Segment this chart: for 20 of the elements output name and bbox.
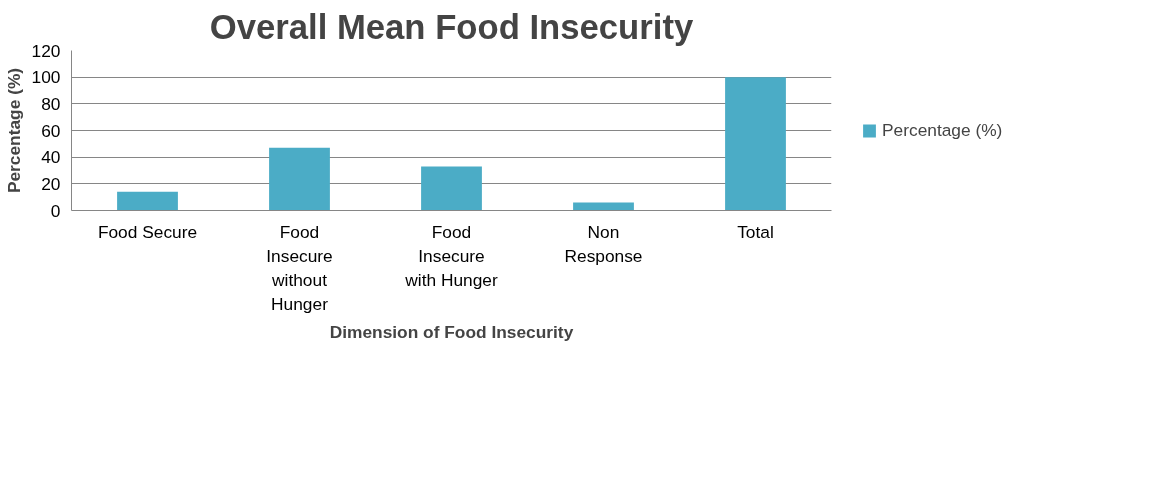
chart-title: Overall Mean Food Insecurity [209,7,694,46]
y-tick-label: 60 [41,120,61,141]
x-tick-label: Total [737,221,774,242]
y-tick-label: 40 [41,147,61,168]
y-tick-label: 80 [41,93,61,114]
bar [269,147,330,211]
x-tick-label: Non Response [564,221,643,266]
x-tick-label: Food Secure [97,221,198,242]
x-tick-label: Food Insecure with Hunger [404,221,498,290]
y-tick-label: 100 [31,67,61,88]
y-axis-title: Percentage (%) [3,67,24,194]
bar [421,166,482,211]
x-tick-label: Food Insecure without Hunger [266,221,333,314]
x-axis-title: Dimension of Food Insecurity [329,321,574,342]
y-tick-label: 20 [41,173,61,194]
bar [725,77,786,211]
legend-label: Percentage (%) [882,119,1003,141]
bar [117,191,178,211]
y-tick-label: 0 [50,200,61,221]
y-tick-label: 120 [31,40,61,61]
